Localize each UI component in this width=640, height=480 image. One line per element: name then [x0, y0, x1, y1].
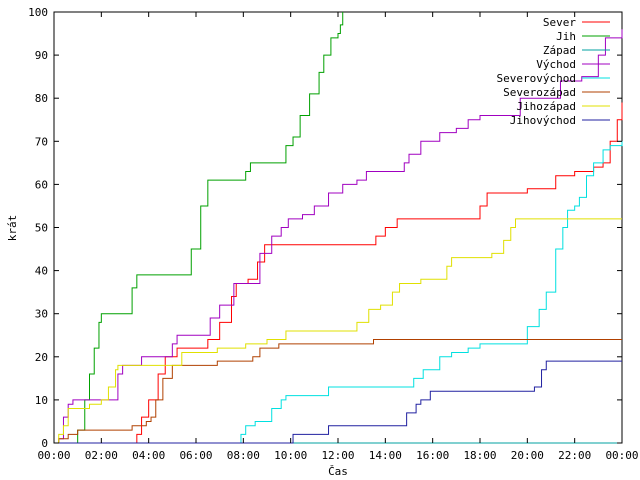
legend: SeverJihZápadVýchodSeverovýchodSeverozáp…: [497, 16, 610, 127]
y-tick-label: 20: [35, 351, 48, 364]
x-tick-label: 16:00: [416, 449, 449, 462]
series-line-7: [54, 360, 622, 444]
legend-label: Západ: [543, 44, 576, 57]
x-tick-label: 04:00: [132, 449, 165, 462]
x-tick-label: 20:00: [511, 449, 544, 462]
y-tick-label: 60: [35, 178, 48, 191]
y-axis-label: krát: [6, 215, 19, 242]
x-tick-label: 06:00: [179, 449, 212, 462]
x-tick-label: 08:00: [227, 449, 260, 462]
legend-label: Sever: [543, 16, 576, 29]
legend-label: Severozápad: [503, 86, 576, 99]
y-tick-label: 70: [35, 135, 48, 148]
legend-label: Jihovýchod: [510, 114, 576, 127]
x-axis-label: Čas: [328, 465, 348, 478]
series-line-5: [54, 339, 622, 444]
x-tick-label: 18:00: [463, 449, 496, 462]
x-tick-label: 14:00: [369, 449, 402, 462]
x-tick-label: 10:00: [274, 449, 307, 462]
x-tick-label: 12:00: [321, 449, 354, 462]
x-tick-label: 22:00: [558, 449, 591, 462]
x-tick-label: 02:00: [85, 449, 118, 462]
legend-label: Jihozápad: [516, 100, 576, 113]
y-tick-label: 50: [35, 222, 48, 235]
series-layer: [54, 12, 623, 444]
x-tick-label: 00:00: [605, 449, 638, 462]
series-line-0: [54, 102, 623, 444]
legend-label: Severovýchod: [497, 72, 576, 85]
y-tick-label: 30: [35, 308, 48, 321]
y-tick-label: 90: [35, 49, 48, 62]
y-tick-label: 40: [35, 265, 48, 278]
legend-label: Východ: [536, 58, 576, 71]
tick-layer: 0 10 20 30 40 50 60 70 80 90 100 00:00 02:00 04:00 06:…: [28, 6, 638, 462]
series-line-6: [54, 218, 622, 444]
series-line-4: [54, 141, 623, 444]
y-tick-label: 100: [28, 6, 48, 19]
y-tick-label: 0: [41, 437, 48, 450]
y-tick-label: 10: [35, 394, 48, 407]
series-line-1: [54, 12, 344, 444]
x-tick-label: 00:00: [37, 449, 70, 462]
legend-label: Jih: [556, 30, 576, 43]
y-tick-label: 80: [35, 92, 48, 105]
